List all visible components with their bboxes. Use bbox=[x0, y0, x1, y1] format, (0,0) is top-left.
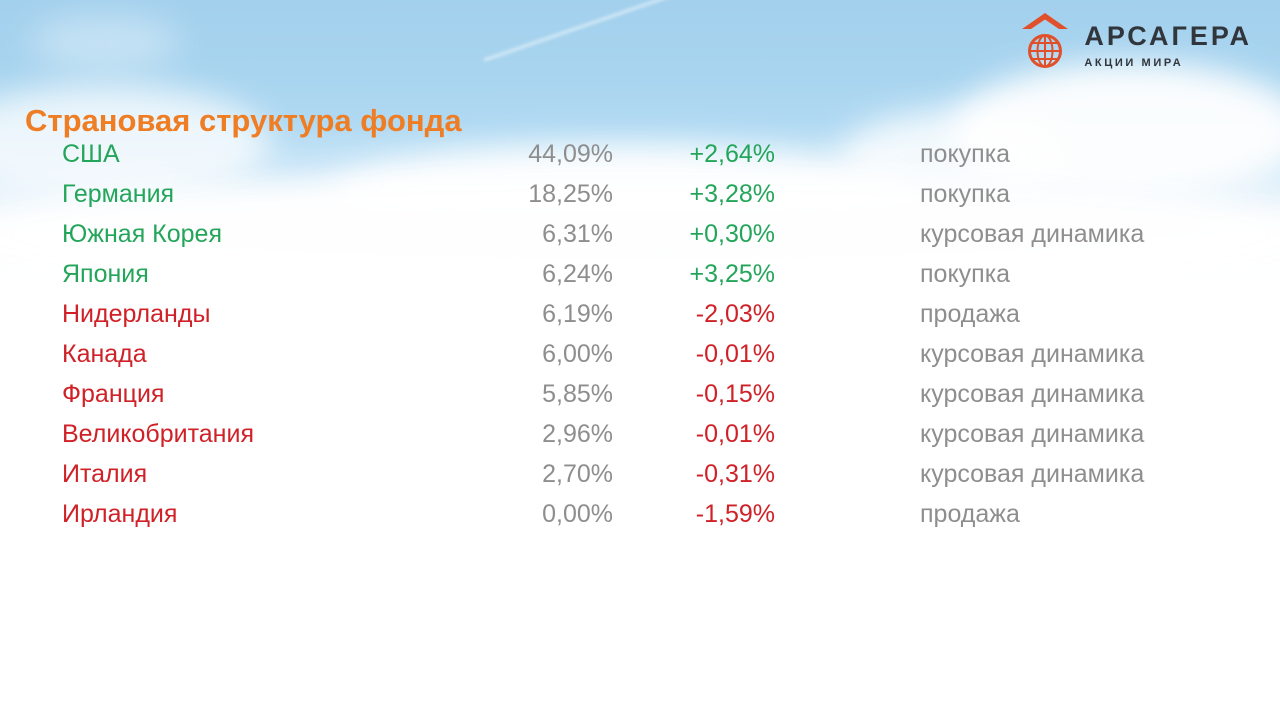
change-value: -0,01% bbox=[695, 420, 775, 448]
action-label: курсовая динамика bbox=[920, 420, 1145, 448]
table-row: США 44,09% +2,64% покупка bbox=[62, 134, 1222, 174]
change-value: +2,64% bbox=[689, 140, 776, 168]
action-label: курсовая динамика bbox=[920, 380, 1145, 408]
table-row: Южная Корея 6,31% +0,30% курсовая динамика bbox=[62, 214, 1222, 254]
share-value: 6,00% bbox=[542, 340, 613, 368]
table-row: Нидерланды 6,19% -2,03% продажа bbox=[62, 294, 1222, 334]
country-name: Италия bbox=[62, 460, 148, 488]
country-name: Ирландия bbox=[62, 500, 178, 528]
action-label: продажа bbox=[920, 300, 1020, 328]
page-title: Страновая структура фонда bbox=[25, 102, 462, 138]
action-label: продажа bbox=[920, 500, 1020, 528]
share-value: 6,24% bbox=[542, 260, 613, 288]
change-value: +0,30% bbox=[689, 220, 776, 248]
country-name: Южная Корея bbox=[62, 220, 222, 248]
globe-roof-icon bbox=[1022, 13, 1069, 68]
change-value: -2,03% bbox=[695, 300, 775, 328]
table-row: Франция 5,85% -0,15% курсовая динамика bbox=[62, 374, 1222, 414]
country-name: Канада bbox=[62, 340, 147, 368]
brand-logo: АРСАГЕРА АКЦИИ МИРА bbox=[1020, 12, 1252, 70]
share-value: 6,19% bbox=[542, 300, 613, 328]
country-name: США bbox=[62, 140, 120, 168]
change-value: -0,31% bbox=[695, 460, 775, 488]
table-row: Великобритания 2,96% -0,01% курсовая динами… bbox=[62, 414, 1222, 454]
change-value: +3,25% bbox=[689, 260, 776, 288]
share-value: 0,00% bbox=[542, 500, 613, 528]
change-value: -0,01% bbox=[695, 340, 775, 368]
brand-name: АРСАГЕРА bbox=[1084, 21, 1252, 51]
country-name: Япония bbox=[62, 260, 149, 288]
share-value: 2,96% bbox=[542, 420, 613, 448]
table-row: Италия 2,70% -0,31% курсовая динамика bbox=[62, 454, 1222, 494]
logo-text: АРСАГЕРА АКЦИИ МИРА bbox=[1084, 12, 1252, 70]
change-value: -1,59% bbox=[695, 500, 775, 528]
table-row: Германия 18,25% +3,28% покупка bbox=[62, 174, 1222, 214]
share-value: 6,31% bbox=[542, 220, 613, 248]
change-value: +3,28% bbox=[689, 180, 776, 208]
share-value: 44,09% bbox=[528, 140, 613, 168]
action-label: курсовая динамика bbox=[920, 460, 1145, 488]
action-label: курсовая динамика bbox=[920, 220, 1145, 248]
table-row: Ирландия 0,00% -1,59% продажа bbox=[62, 494, 1222, 534]
fund-table: США 44,09% +2,64% покупка Германия 18,25% +3,2… bbox=[62, 134, 1222, 534]
share-value: 5,85% bbox=[542, 380, 613, 408]
action-label: курсовая динамика bbox=[920, 340, 1145, 368]
cloud bbox=[30, 15, 180, 70]
table-row: Канада 6,00% -0,01% курсовая динамика bbox=[62, 334, 1222, 374]
change-value: -0,15% bbox=[695, 380, 775, 408]
country-name: Великобритания bbox=[62, 420, 254, 448]
action-label: покупка bbox=[920, 140, 1011, 168]
action-label: покупка bbox=[920, 260, 1011, 288]
table-row: Япония 6,24% +3,25% покупка bbox=[62, 254, 1222, 294]
share-value: 18,25% bbox=[528, 180, 613, 208]
country-name: Нидерланды bbox=[62, 300, 211, 328]
cloud bbox=[0, 85, 270, 200]
action-label: покупка bbox=[920, 180, 1011, 208]
share-value: 2,70% bbox=[542, 460, 613, 488]
country-name: Германия bbox=[62, 180, 175, 208]
country-name: Франция bbox=[62, 380, 165, 408]
brand-tagline: АКЦИИ МИРА bbox=[1084, 57, 1184, 69]
cloud bbox=[0, 175, 1280, 295]
